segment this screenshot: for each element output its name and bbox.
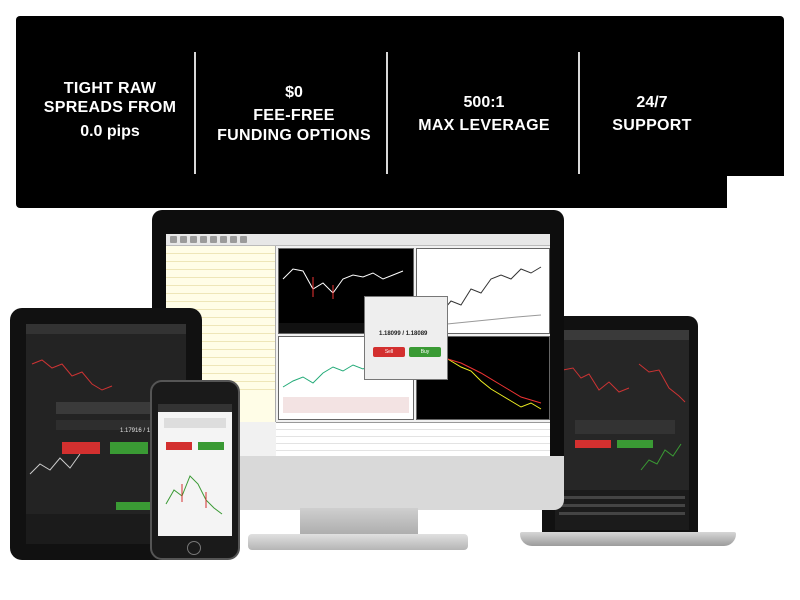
- monitor-stand: [300, 508, 418, 538]
- buy-button[interactable]: Buy: [409, 347, 441, 357]
- feature-leverage-line1: MAX LEVERAGE: [418, 117, 550, 134]
- market-watch-row: [166, 270, 275, 278]
- feature-divider: [194, 52, 196, 174]
- market-watch-row: [166, 326, 275, 334]
- market-watch-row: [166, 286, 275, 294]
- market-watch-row: [166, 350, 275, 358]
- feature-leverage: 500:1 MAX LEVERAGE: [388, 48, 580, 176]
- feature-funding-value: $0: [285, 84, 303, 102]
- platform-toolbar: [166, 234, 550, 246]
- market-watch-row: [166, 246, 275, 254]
- sell-button[interactable]: Sell: [373, 347, 405, 357]
- phone-screen: [158, 404, 232, 536]
- market-watch-row: [166, 358, 275, 366]
- laptop-platform-screenshot: [555, 330, 689, 530]
- feature-support-value: 24/7: [636, 93, 668, 111]
- positions-row: [276, 444, 550, 451]
- tablet-quote: 1.17916 / 1.17946: [120, 428, 169, 434]
- feature-leverage-value: 500:1: [463, 93, 505, 111]
- candlestick-chart: [279, 268, 413, 333]
- market-watch-row: [166, 302, 275, 310]
- market-watch-row: [166, 278, 275, 286]
- toolbar-icon: [240, 236, 247, 243]
- feature-divider: [578, 52, 580, 174]
- feature-spreads: TIGHT RAW SPREADS FROM 0.0 pips: [14, 48, 206, 176]
- market-watch-row: [166, 262, 275, 270]
- toolbar-icon: [190, 236, 197, 243]
- market-watch-row: [166, 334, 275, 342]
- positions-row: [276, 423, 550, 430]
- laptop-screen: [555, 330, 689, 530]
- buy-button-label: Buy: [420, 349, 430, 355]
- feature-spreads-line1: TIGHT RAW: [63, 80, 157, 98]
- sell-button-label: Sell: [384, 349, 394, 355]
- toolbar-icon: [200, 236, 207, 243]
- market-watch-row: [166, 294, 275, 302]
- order-dialog: 1.18099 / 1.18089 Sell Buy: [364, 296, 448, 380]
- phone-home-button: [187, 541, 201, 555]
- feature-support-line1: SUPPORT: [612, 117, 692, 134]
- tablet-platform-screenshot: [26, 324, 186, 544]
- monitor-base: [248, 534, 468, 550]
- feature-support: 24/7 SUPPORT: [556, 48, 748, 176]
- order-dialog-price: 1.18099 / 1.18089: [379, 331, 428, 337]
- phone-platform-screenshot: [158, 404, 232, 536]
- positions-row: [276, 437, 550, 444]
- feature-spreads-line2: SPREADS FROM: [43, 99, 177, 117]
- laptop-base: [520, 532, 736, 546]
- feature-divider: [386, 52, 388, 174]
- feature-funding: $0 FEE-FREE FUNDING OPTIONS: [198, 48, 390, 176]
- market-watch-row: [166, 310, 275, 318]
- market-watch-row: [166, 318, 275, 326]
- positions-row: [276, 430, 550, 437]
- feature-funding-line2: FUNDING OPTIONS: [217, 126, 371, 144]
- feature-funding-line1: FEE-FREE: [253, 107, 335, 125]
- toolbar-icon: [180, 236, 187, 243]
- market-watch-row: [166, 366, 275, 374]
- feature-spreads-value: 0.0 pips: [80, 122, 140, 140]
- toolbar-icon: [220, 236, 227, 243]
- market-watch-row: [166, 342, 275, 350]
- feature-banner: [16, 16, 784, 208]
- market-watch-row: [166, 254, 275, 262]
- toolbar-icon: [210, 236, 217, 243]
- toolbar-icon: [230, 236, 237, 243]
- banner-corner-cut: [727, 176, 784, 216]
- toolbar-icon: [170, 236, 177, 243]
- positions-table: [276, 422, 550, 456]
